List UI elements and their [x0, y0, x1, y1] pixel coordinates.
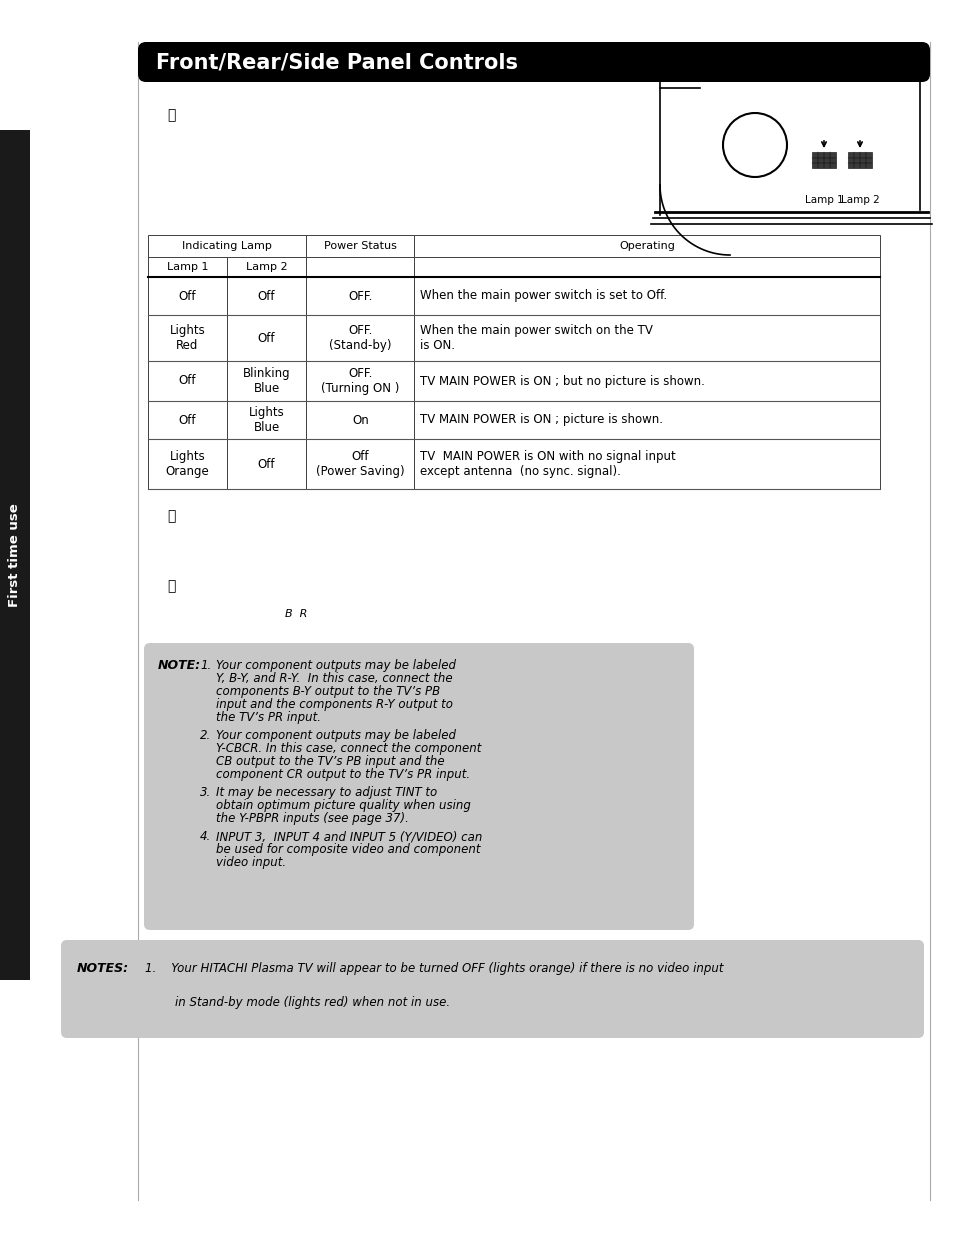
Text: Lights
Blue: Lights Blue: [249, 406, 284, 433]
Bar: [227, 401, 306, 438]
Bar: [414, 361, 879, 401]
Bar: [148, 257, 227, 277]
Text: Front/Rear/Side Panel Controls: Front/Rear/Side Panel Controls: [156, 52, 517, 72]
Text: component CR output to the TV’s PR input.: component CR output to the TV’s PR input…: [215, 768, 470, 781]
Text: Lamp 2: Lamp 2: [246, 262, 287, 272]
FancyBboxPatch shape: [138, 42, 929, 82]
Text: OFF.: OFF.: [348, 289, 372, 303]
Bar: [227, 257, 306, 277]
Text: 4.: 4.: [200, 830, 211, 844]
Text: ⓨ: ⓨ: [167, 509, 175, 522]
Text: Lamp 2: Lamp 2: [840, 195, 879, 205]
Text: OFF.
(Stand-by): OFF. (Stand-by): [329, 324, 391, 352]
Text: input and the components R-Y output to: input and the components R-Y output to: [215, 698, 453, 711]
Text: Off: Off: [178, 414, 196, 426]
Text: the Y-PBPR inputs (see page 37).: the Y-PBPR inputs (see page 37).: [215, 811, 409, 825]
Text: Lights
Orange: Lights Orange: [166, 450, 209, 478]
Text: Your component outputs may be labeled: Your component outputs may be labeled: [215, 659, 456, 672]
Text: Off: Off: [257, 457, 275, 471]
Text: Operating: Operating: [618, 241, 675, 251]
Text: Lights
Red: Lights Red: [170, 324, 205, 352]
Bar: [306, 361, 414, 401]
Bar: [306, 257, 414, 277]
Bar: [306, 235, 414, 257]
Bar: [811, 152, 835, 168]
Text: When the main power switch is set to Off.: When the main power switch is set to Off…: [420, 289, 667, 303]
Text: obtain optimum picture quality when using: obtain optimum picture quality when usin…: [215, 799, 471, 811]
Text: CB output to the TV’s PB input and the: CB output to the TV’s PB input and the: [215, 755, 444, 768]
Bar: [306, 438, 414, 489]
Bar: [227, 315, 306, 361]
Text: Your component outputs may be labeled: Your component outputs may be labeled: [215, 729, 456, 742]
Bar: [227, 361, 306, 401]
Text: 2.: 2.: [200, 729, 211, 742]
Text: Off: Off: [257, 289, 275, 303]
Bar: [227, 277, 306, 315]
FancyBboxPatch shape: [61, 940, 923, 1037]
Text: When the main power switch on the TV
is ON.: When the main power switch on the TV is …: [420, 324, 653, 352]
Text: It may be necessary to adjust TINT to: It may be necessary to adjust TINT to: [215, 785, 436, 799]
Text: B  R: B R: [285, 609, 307, 619]
Text: On: On: [352, 414, 368, 426]
Bar: [306, 277, 414, 315]
Text: First time use: First time use: [9, 503, 22, 606]
Text: ⓧ: ⓧ: [167, 107, 175, 122]
Text: Off: Off: [257, 331, 275, 345]
Bar: [148, 401, 227, 438]
Text: NOTE:: NOTE:: [158, 659, 201, 672]
Text: TV MAIN POWER is ON ; but no picture is shown.: TV MAIN POWER is ON ; but no picture is …: [420, 374, 704, 388]
Text: INPUT 3,  INPUT 4 and INPUT 5 (Y/VIDEO) can: INPUT 3, INPUT 4 and INPUT 5 (Y/VIDEO) c…: [215, 830, 482, 844]
Text: be used for composite video and component: be used for composite video and componen…: [215, 844, 480, 856]
Text: TV MAIN POWER is ON ; picture is shown.: TV MAIN POWER is ON ; picture is shown.: [420, 414, 662, 426]
Bar: [148, 438, 227, 489]
Bar: [414, 235, 879, 257]
Text: 1.: 1.: [200, 659, 211, 672]
Text: components B-Y output to the TV’s PB: components B-Y output to the TV’s PB: [215, 685, 439, 698]
Text: in Stand-by mode (lights red) when not in use.: in Stand-by mode (lights red) when not i…: [145, 995, 450, 1009]
Bar: [306, 401, 414, 438]
Text: Off
(Power Saving): Off (Power Saving): [315, 450, 404, 478]
Text: Lamp 1: Lamp 1: [803, 195, 842, 205]
Bar: [414, 277, 879, 315]
FancyBboxPatch shape: [144, 643, 693, 930]
Text: NOTES:: NOTES:: [77, 962, 129, 974]
Bar: [414, 257, 879, 277]
Text: TV  MAIN POWER is ON with no signal input
except antenna  (no sync. signal).: TV MAIN POWER is ON with no signal input…: [420, 450, 676, 478]
Text: ⓩ: ⓩ: [167, 579, 175, 593]
Bar: [148, 361, 227, 401]
Text: Blinking
Blue: Blinking Blue: [242, 367, 290, 395]
Text: Off: Off: [178, 374, 196, 388]
Bar: [414, 315, 879, 361]
Text: Power Status: Power Status: [323, 241, 396, 251]
Text: 1.    Your HITACHI Plasma TV will appear to be turned OFF (lights orange) if the: 1. Your HITACHI Plasma TV will appear to…: [145, 962, 722, 974]
Text: Lamp 1: Lamp 1: [167, 262, 208, 272]
Bar: [227, 438, 306, 489]
Bar: [0, 130, 30, 981]
Bar: [414, 438, 879, 489]
Bar: [148, 315, 227, 361]
Text: OFF.
(Turning ON ): OFF. (Turning ON ): [321, 367, 399, 395]
Bar: [148, 235, 306, 257]
Text: video input.: video input.: [215, 856, 286, 869]
Bar: [306, 315, 414, 361]
Text: Y, B-Y, and R-Y.  In this case, connect the: Y, B-Y, and R-Y. In this case, connect t…: [215, 672, 452, 685]
Bar: [148, 277, 227, 315]
Text: 3.: 3.: [200, 785, 211, 799]
Text: Off: Off: [178, 289, 196, 303]
Text: the TV’s PR input.: the TV’s PR input.: [215, 711, 320, 724]
Bar: [414, 401, 879, 438]
Text: Y-CBCR. In this case, connect the component: Y-CBCR. In this case, connect the compon…: [215, 742, 481, 755]
Bar: [847, 152, 871, 168]
Text: Indicating Lamp: Indicating Lamp: [182, 241, 272, 251]
